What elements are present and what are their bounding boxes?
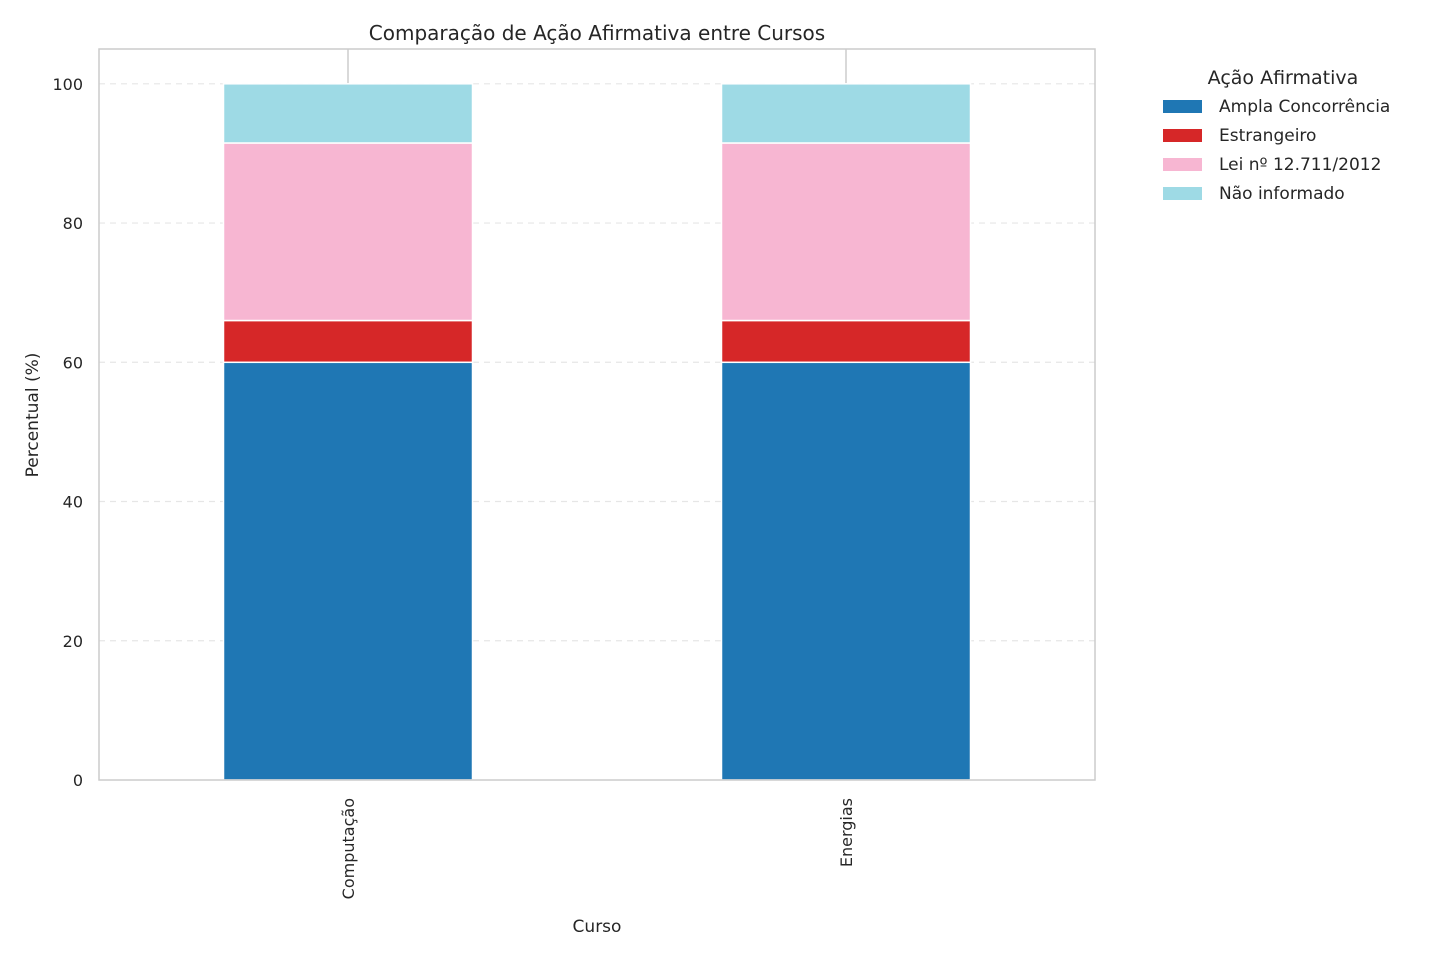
legend-label: Estrangeiro <box>1219 126 1316 146</box>
legend-swatch <box>1163 129 1202 142</box>
x-ticks: Computação Energias <box>339 798 856 899</box>
bar-segment <box>720 142 972 322</box>
bar-segment <box>222 361 474 781</box>
x-axis-label: Curso <box>573 917 622 937</box>
legend-swatch <box>1163 158 1202 171</box>
plot-frame <box>98 48 1096 781</box>
bar-segment <box>720 361 972 781</box>
x-tick-label: Computação <box>339 798 358 899</box>
legend-label: Não informado <box>1219 184 1345 204</box>
legend-swatch <box>1163 187 1202 200</box>
bar-segment <box>720 83 972 144</box>
bar-segment <box>720 319 972 364</box>
bar-segment <box>222 142 474 322</box>
legend-swatch <box>1163 100 1202 113</box>
y-ticks: 0 20 40 60 80 100 <box>52 75 83 790</box>
chart-title: Comparação de Ação Afirmativa entre Curs… <box>369 21 825 45</box>
x-tick-label: Energias <box>837 798 856 867</box>
bars <box>222 83 972 781</box>
legend: Ação Afirmativa Ampla Concorrência Estran… <box>1163 67 1390 204</box>
bar-segment <box>222 319 474 364</box>
y-tick-label: 20 <box>63 632 83 651</box>
legend-items: Ampla Concorrência Estrangeiro Lei nº 12.7… <box>1163 97 1390 204</box>
y-tick-label: 60 <box>63 353 83 372</box>
y-tick-label: 80 <box>63 214 83 233</box>
y-tick-label: 0 <box>73 771 83 790</box>
y-tick-label: 100 <box>52 75 83 94</box>
legend-label: Lei nº 12.711/2012 <box>1219 155 1381 175</box>
y-axis-label: Percentual (%) <box>23 353 43 478</box>
legend-title: Ação Afirmativa <box>1208 67 1359 89</box>
y-tick-label: 40 <box>63 493 83 512</box>
bar-segment <box>222 83 474 144</box>
legend-label: Ampla Concorrência <box>1219 97 1390 117</box>
